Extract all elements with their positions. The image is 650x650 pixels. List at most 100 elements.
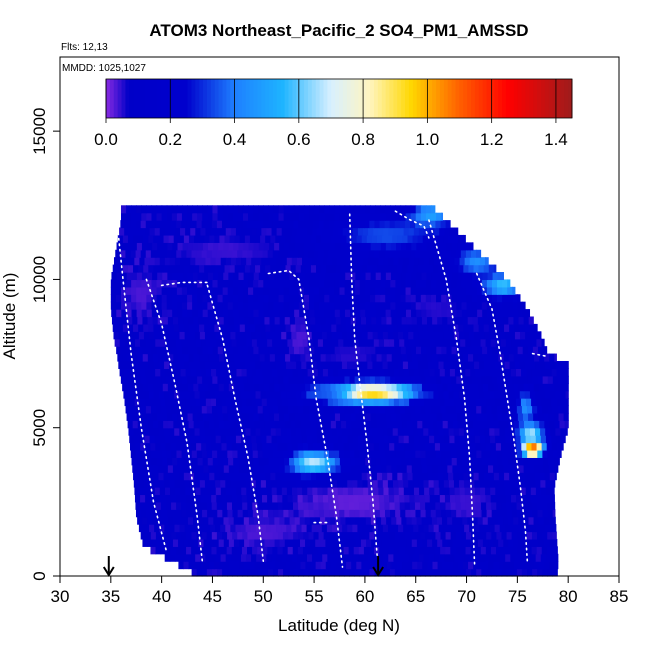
heatmap-cell (471, 294, 478, 303)
y-axis-label: Altitude (m) (0, 273, 19, 360)
heatmap-cell (481, 286, 488, 295)
heatmap-cell (537, 531, 543, 540)
heatmap-cell (482, 272, 489, 281)
heatmap-cell (276, 227, 283, 236)
heatmap-cell (267, 546, 274, 555)
heatmap-cell (130, 249, 137, 258)
heatmap-cell (329, 272, 336, 281)
heatmap-cell (328, 449, 335, 458)
heatmap-cell (541, 338, 545, 347)
heatmap-cell (270, 390, 277, 399)
heatmap-cell (568, 375, 569, 384)
heatmap-cell (327, 553, 333, 562)
heatmap-cell (362, 524, 369, 533)
heatmap-cell (366, 316, 372, 325)
heatmap-cell (455, 531, 462, 540)
heatmap-cell (206, 546, 213, 555)
heatmap-cell (164, 360, 170, 369)
heatmap-cell (213, 420, 220, 429)
heatmap-cell (337, 487, 344, 496)
heatmap-cell (471, 279, 478, 288)
heatmap-cell (520, 435, 527, 444)
heatmap-cell (364, 286, 371, 295)
heatmap-cell (471, 449, 477, 458)
heatmap-cell (415, 405, 421, 414)
heatmap-cell (176, 294, 183, 303)
heatmap-cell (401, 464, 408, 473)
heatmap-cell (307, 435, 313, 444)
heatmap-cell (521, 405, 528, 414)
heatmap-cell (338, 220, 345, 229)
heatmap-cell (522, 346, 529, 355)
heatmap-cell (288, 449, 294, 458)
heatmap-cell (274, 561, 281, 570)
heatmap-cell (344, 375, 351, 384)
heatmap-cell (331, 472, 337, 481)
heatmap-cell (476, 249, 482, 258)
heatmap-cell (542, 531, 548, 540)
heatmap-cell (337, 524, 343, 533)
heatmap-cell (502, 272, 504, 281)
heatmap-cell (236, 487, 242, 496)
heatmap-cell (167, 457, 173, 466)
heatmap-cell (532, 405, 538, 414)
heatmap-cell (232, 286, 239, 295)
heatmap-cell (188, 472, 195, 481)
heatmap-cell (260, 264, 266, 273)
heatmap-cell (408, 257, 415, 266)
heatmap-cell (381, 538, 387, 547)
heatmap-cell (539, 353, 545, 362)
heatmap-cell (151, 375, 158, 384)
heatmap-cell (387, 390, 394, 399)
heatmap-cell (482, 309, 488, 318)
heatmap-cell (171, 220, 177, 229)
heatmap-cell (339, 375, 346, 384)
heatmap-cell (216, 531, 223, 540)
heatmap-cell (527, 449, 533, 458)
heatmap-cell (548, 412, 555, 421)
heatmap-cell (489, 524, 496, 533)
heatmap-cell (296, 524, 303, 533)
heatmap-cell (503, 420, 510, 429)
heatmap-cell (300, 420, 307, 429)
heatmap-cell (344, 449, 350, 458)
heatmap-cell (335, 272, 341, 281)
heatmap-cell (434, 368, 441, 377)
heatmap-cell (242, 294, 249, 303)
heatmap-cell (161, 301, 168, 310)
heatmap-cell (312, 487, 318, 496)
heatmap-cell (513, 383, 520, 392)
heatmap-cell (156, 346, 163, 355)
heatmap-cell (527, 509, 533, 518)
heatmap-cell (448, 360, 455, 369)
heatmap-cell (359, 375, 366, 384)
heatmap-cell (369, 509, 376, 518)
heatmap-cell (460, 338, 466, 347)
heatmap-cell (199, 472, 205, 481)
heatmap-cell (253, 242, 260, 251)
heatmap-cell (296, 479, 303, 488)
heatmap-cell (554, 383, 560, 392)
heatmap-cell (431, 346, 437, 355)
colorbar-segment (443, 79, 449, 118)
heatmap-cell (437, 383, 443, 392)
heatmap-cell (149, 487, 156, 496)
heatmap-cell (294, 383, 301, 392)
heatmap-cell (248, 457, 255, 466)
heatmap-cell (511, 494, 517, 503)
heatmap-cell (204, 472, 210, 481)
heatmap-cell (149, 257, 156, 266)
heatmap-cell (362, 331, 369, 340)
colorbar-segment (420, 79, 425, 118)
heatmap-cell (456, 449, 462, 458)
heatmap-cell (463, 234, 466, 243)
heatmap-cell (432, 538, 438, 547)
heatmap-cell (214, 472, 221, 481)
heatmap-cell (413, 524, 419, 533)
heatmap-cell (261, 435, 268, 444)
heatmap-cell (225, 487, 232, 496)
heatmap-cell (166, 301, 173, 310)
heatmap-cell (137, 383, 144, 392)
heatmap-cell (196, 501, 203, 510)
